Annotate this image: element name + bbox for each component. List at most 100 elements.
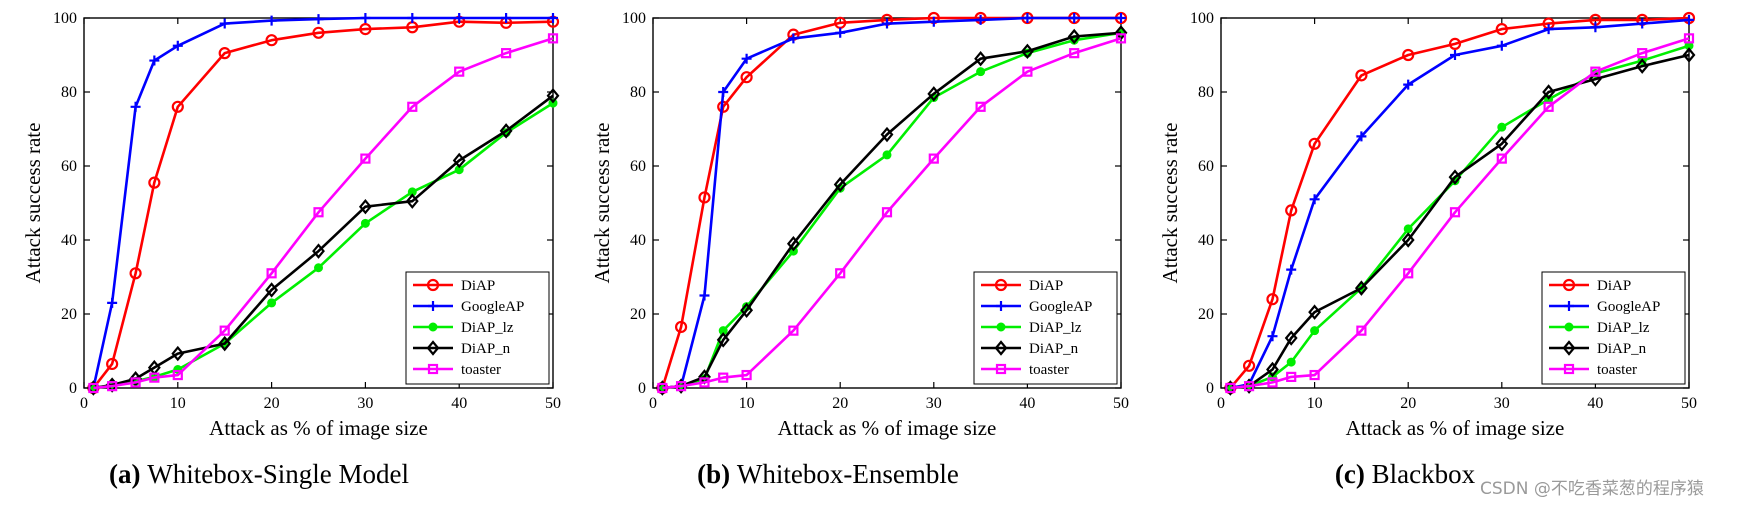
legend-label: GoogleAP bbox=[1597, 299, 1660, 315]
x-tick-label: 0 bbox=[1217, 395, 1225, 412]
legend-label: toaster bbox=[1597, 362, 1637, 378]
caption-text: Blackbox bbox=[1372, 459, 1476, 489]
data-point bbox=[1308, 137, 1321, 150]
data-point bbox=[267, 298, 277, 308]
x-axis-label: Attack as % of image size bbox=[1346, 416, 1565, 440]
y-tick-label: 20 bbox=[1198, 306, 1214, 323]
series-line bbox=[662, 31, 1122, 390]
y-tick-label: 0 bbox=[69, 380, 77, 397]
legend-entry: toaster bbox=[981, 362, 1069, 378]
x-tick-label: 0 bbox=[649, 395, 657, 412]
data-point bbox=[1542, 84, 1556, 100]
legend-swatch-marker bbox=[428, 301, 438, 311]
x-tick-label: 20 bbox=[832, 395, 848, 412]
legend-swatch-marker bbox=[1562, 340, 1576, 356]
legend-swatch-marker bbox=[1562, 278, 1576, 292]
legend-swatch-marker bbox=[995, 363, 1007, 375]
data-point bbox=[928, 16, 939, 27]
x-tick-label: 30 bbox=[926, 395, 942, 412]
data-point bbox=[405, 193, 419, 209]
series-toaster bbox=[657, 33, 1127, 394]
data-point bbox=[740, 302, 754, 319]
data-point bbox=[1225, 382, 1236, 394]
data-point bbox=[546, 87, 560, 104]
axes-box bbox=[652, 17, 1122, 389]
data-point bbox=[359, 23, 372, 36]
data-point bbox=[1309, 369, 1320, 381]
data-point bbox=[718, 87, 729, 97]
axes-box bbox=[1220, 17, 1690, 389]
data-point bbox=[1242, 359, 1256, 372]
data-point bbox=[1403, 268, 1414, 279]
data-point bbox=[1356, 325, 1367, 336]
data-point bbox=[148, 176, 161, 189]
data-point bbox=[881, 207, 893, 218]
data-point bbox=[501, 13, 512, 23]
data-point bbox=[1356, 131, 1367, 142]
legend-label: DiAP_lz bbox=[461, 320, 514, 336]
series-toaster bbox=[88, 33, 559, 394]
legend-swatch-marker bbox=[996, 301, 1006, 311]
data-point bbox=[499, 123, 513, 139]
data-point bbox=[741, 369, 752, 381]
data-point bbox=[927, 86, 941, 102]
data-point bbox=[835, 268, 846, 279]
x-tick-label: 30 bbox=[357, 395, 373, 412]
data-point bbox=[1286, 371, 1297, 382]
legend-swatch-marker bbox=[426, 340, 440, 356]
x-tick-label: 20 bbox=[264, 395, 280, 412]
data-point bbox=[1069, 48, 1080, 59]
data-point bbox=[1266, 361, 1279, 378]
data-point bbox=[657, 382, 668, 394]
data-point bbox=[675, 381, 687, 392]
y-tick-label: 0 bbox=[1206, 380, 1214, 397]
legend-label: toaster bbox=[1029, 362, 1069, 378]
data-point bbox=[716, 332, 730, 348]
data-point bbox=[313, 207, 324, 218]
legend-label: DiAP bbox=[1029, 278, 1063, 294]
data-point bbox=[1401, 232, 1415, 248]
data-point bbox=[835, 27, 846, 38]
data-point bbox=[882, 150, 892, 160]
data-point bbox=[1309, 194, 1320, 205]
legend-label: DiAP_n bbox=[1597, 341, 1647, 357]
data-point bbox=[975, 14, 986, 25]
data-point bbox=[1115, 33, 1127, 44]
data-point bbox=[788, 33, 799, 44]
legend-swatch-marker bbox=[427, 363, 439, 375]
legend-entry: DiAP bbox=[413, 278, 495, 294]
legend-swatch-marker bbox=[994, 278, 1008, 292]
y-tick-label: 0 bbox=[638, 380, 646, 397]
series-line bbox=[93, 37, 554, 390]
data-point bbox=[718, 372, 729, 383]
data-point bbox=[107, 381, 118, 392]
x-tick-label: 10 bbox=[739, 395, 755, 412]
data-point bbox=[360, 153, 371, 164]
data-point bbox=[265, 34, 278, 47]
caption-tag: (b) bbox=[697, 459, 737, 489]
data-point bbox=[741, 53, 752, 64]
data-point bbox=[548, 13, 558, 23]
data-point bbox=[674, 320, 688, 334]
y-axis-label: Attack success rate bbox=[1158, 123, 1182, 284]
data-point bbox=[1116, 13, 1126, 23]
data-point bbox=[1588, 71, 1602, 87]
y-tick-label: 20 bbox=[61, 306, 77, 323]
data-point bbox=[1495, 23, 1508, 36]
data-point bbox=[547, 33, 559, 44]
y-tick-label: 40 bbox=[1198, 232, 1214, 249]
legend-entry: DiAP bbox=[981, 278, 1063, 294]
data-point bbox=[171, 345, 185, 362]
data-point bbox=[1448, 37, 1462, 51]
data-point bbox=[1286, 357, 1296, 367]
data-point bbox=[1497, 122, 1507, 132]
data-point bbox=[1355, 69, 1368, 82]
data-point bbox=[1543, 24, 1554, 35]
caption-text: Whitebox-Ensemble bbox=[737, 459, 959, 489]
data-point bbox=[218, 335, 232, 352]
y-tick-label: 40 bbox=[61, 232, 77, 249]
legend-label: GoogleAP bbox=[461, 299, 524, 315]
watermark: CSDN @不吃香菜葱的程序猿 bbox=[1480, 479, 1704, 499]
